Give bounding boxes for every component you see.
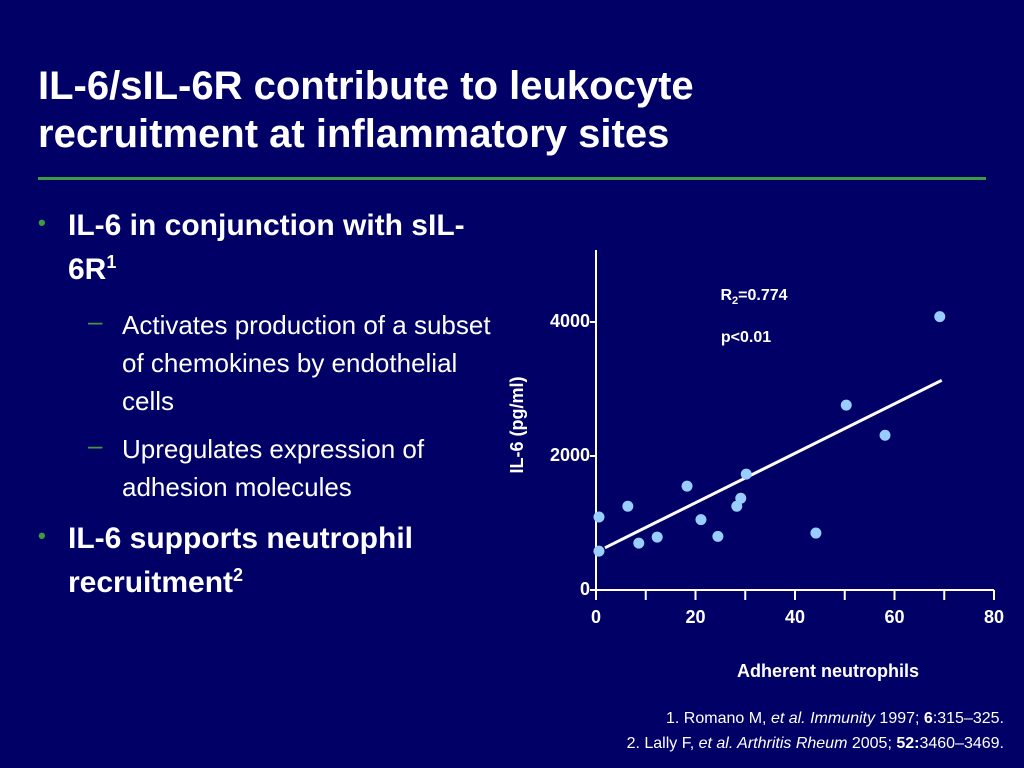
annotation-part: 2	[732, 295, 738, 307]
x-tick-label: 60	[884, 607, 904, 627]
point	[810, 527, 822, 539]
ref-part: 52:	[896, 735, 920, 752]
x-tick-label: 20	[685, 607, 705, 627]
point	[735, 492, 747, 504]
title-rule	[38, 177, 986, 180]
x-tick-label: 0	[591, 607, 601, 627]
ref-part: 6	[923, 710, 933, 727]
fit-line	[604, 378, 943, 550]
point	[651, 531, 663, 543]
annotation: R2=0.774	[720, 287, 787, 307]
annotation-part: R	[720, 287, 732, 304]
y-tick-label: 2000	[550, 445, 590, 465]
ref-part: et al. Arthritis Rheum	[698, 735, 848, 752]
sub-dash: –	[88, 430, 103, 460]
ref-part: 3460–3469.	[919, 735, 1004, 752]
point	[740, 468, 752, 480]
sub-dash: –	[88, 306, 103, 336]
ref-part: 2. Lally F,	[626, 735, 699, 752]
ref-part: 1. Romano M,	[666, 710, 771, 727]
superscript: 1	[106, 252, 117, 272]
point	[695, 514, 707, 526]
reference: 2. Lally F, et al. Arthritis Rheum 2005;…	[627, 735, 1004, 753]
point	[934, 311, 946, 323]
bullet-dot: •	[38, 523, 46, 548]
point	[840, 399, 852, 411]
point	[681, 480, 693, 492]
annotation: p<0.01	[721, 329, 771, 346]
y-tick-label: 4000	[550, 311, 590, 331]
point	[879, 429, 891, 441]
sub-bullet: Upregulates expression of adhesion molec…	[122, 434, 425, 502]
superscript: 2	[233, 565, 244, 585]
x-tick-label: 40	[785, 607, 805, 627]
y-tick-label: 0	[580, 579, 590, 599]
point	[622, 500, 634, 512]
x-tick-label: 80	[984, 607, 1004, 627]
ref-part: 2005;	[847, 735, 897, 752]
point	[633, 537, 645, 549]
y-axis-label: IL-6 (pg/ml)	[507, 377, 527, 474]
bullet: IL-6 in conjunction with sIL-6R1	[68, 207, 508, 288]
bullet-dot: •	[38, 210, 46, 235]
bullet-text: IL-6 in conjunction with sIL-6R	[68, 209, 465, 286]
ref-part: 1997;	[874, 710, 924, 727]
x-axis-label: Adherent neutrophils	[737, 661, 919, 681]
reference: 1. Romano M, et al. Immunity 1997; 6:315…	[666, 710, 1004, 728]
ref-part: :315–325.	[932, 710, 1004, 727]
bullet: IL-6 supports neutrophil recruitment2	[68, 520, 508, 601]
slide-title: IL-6/sIL-6R contribute to leukocyte recr…	[38, 64, 694, 156]
sub-bullet: Activates production of a subset of chem…	[122, 310, 491, 416]
ref-part: et al. Immunity	[770, 710, 875, 727]
bullet-text: IL-6 supports neutrophil recruitment	[68, 522, 413, 599]
point	[593, 545, 605, 557]
point	[712, 530, 724, 542]
annotation-part: =0.774	[738, 287, 787, 304]
point	[593, 511, 605, 523]
